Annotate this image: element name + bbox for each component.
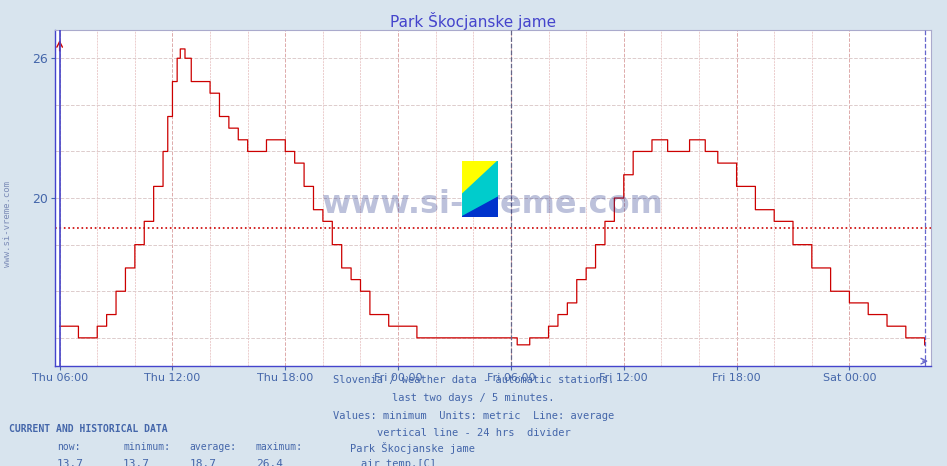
Text: Values: minimum  Units: metric  Line: average: Values: minimum Units: metric Line: aver… bbox=[333, 411, 614, 420]
Text: 13.7: 13.7 bbox=[57, 459, 84, 466]
Text: air temp.[C]: air temp.[C] bbox=[361, 459, 436, 466]
Text: CURRENT AND HISTORICAL DATA: CURRENT AND HISTORICAL DATA bbox=[9, 424, 169, 434]
Text: last two days / 5 minutes.: last two days / 5 minutes. bbox=[392, 393, 555, 403]
Text: Slovenia / weather data - automatic stations.: Slovenia / weather data - automatic stat… bbox=[333, 375, 614, 385]
Polygon shape bbox=[462, 161, 498, 217]
Polygon shape bbox=[462, 197, 498, 217]
Text: 13.7: 13.7 bbox=[123, 459, 151, 466]
Text: 26.4: 26.4 bbox=[256, 459, 283, 466]
Text: maximum:: maximum: bbox=[256, 442, 303, 452]
Text: Park Škocjanske jame: Park Škocjanske jame bbox=[390, 12, 557, 30]
Text: www.si-vreme.com: www.si-vreme.com bbox=[3, 181, 12, 267]
Text: 18.7: 18.7 bbox=[189, 459, 217, 466]
Text: Park Škocjanske jame: Park Škocjanske jame bbox=[350, 442, 475, 454]
Text: now:: now: bbox=[57, 442, 80, 452]
Text: minimum:: minimum: bbox=[123, 442, 170, 452]
Polygon shape bbox=[462, 161, 498, 194]
Text: www.si-vreme.com: www.si-vreme.com bbox=[322, 189, 664, 220]
Text: vertical line - 24 hrs  divider: vertical line - 24 hrs divider bbox=[377, 428, 570, 438]
Text: average:: average: bbox=[189, 442, 237, 452]
